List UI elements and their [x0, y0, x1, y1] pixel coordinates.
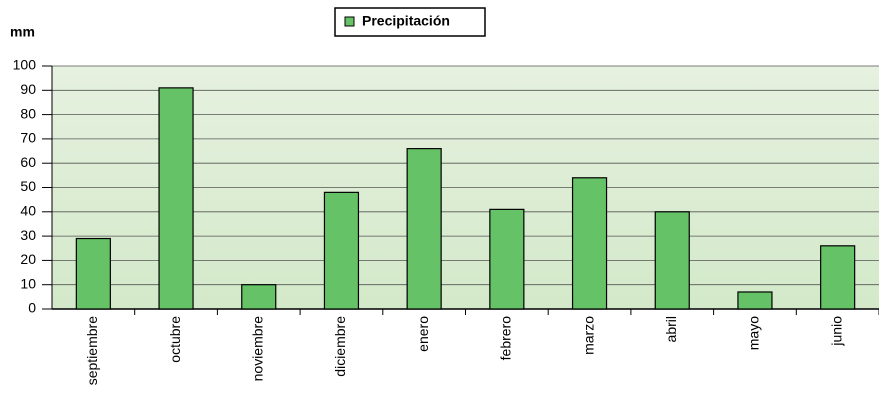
y-tick-label: 20 [20, 251, 36, 267]
y-tick-label: 90 [20, 81, 36, 97]
bar [241, 284, 277, 310]
y-tick-label: 80 [20, 105, 36, 121]
legend-swatch [344, 16, 355, 27]
y-tick-label: 30 [20, 227, 36, 243]
y-tick-label: 40 [20, 203, 36, 219]
legend-label: Precipitación [362, 13, 450, 29]
bar [571, 177, 608, 310]
bar [737, 291, 773, 310]
bar [820, 245, 856, 310]
x-tick-label: junio [828, 316, 844, 347]
bar [654, 211, 690, 310]
x-tick-label: noviembre [249, 316, 265, 382]
x-tick-label: abril [663, 316, 679, 342]
y-tick-label: 10 [20, 275, 36, 291]
x-tick-label: octubre [167, 316, 183, 363]
y-tick-label: 50 [20, 178, 36, 194]
bar [158, 87, 194, 310]
y-tick-label: 60 [20, 154, 36, 170]
y-axis-label: mm [10, 24, 35, 40]
bar [323, 191, 360, 310]
x-tick-label: febrero [498, 316, 514, 361]
x-tick-label: enero [415, 316, 431, 352]
y-tick-label: 100 [13, 57, 37, 73]
x-tick-label: marzo [580, 316, 596, 355]
bar [75, 237, 111, 310]
x-tick-label: mayo [746, 316, 762, 350]
legend-box [334, 7, 486, 37]
y-tick-label: 0 [28, 300, 36, 316]
x-tick-label: diciembre [332, 316, 348, 377]
bar [489, 208, 525, 310]
y-tick-label: 70 [20, 130, 36, 146]
x-tick-label: septiembre [84, 316, 100, 385]
bar [406, 148, 442, 310]
